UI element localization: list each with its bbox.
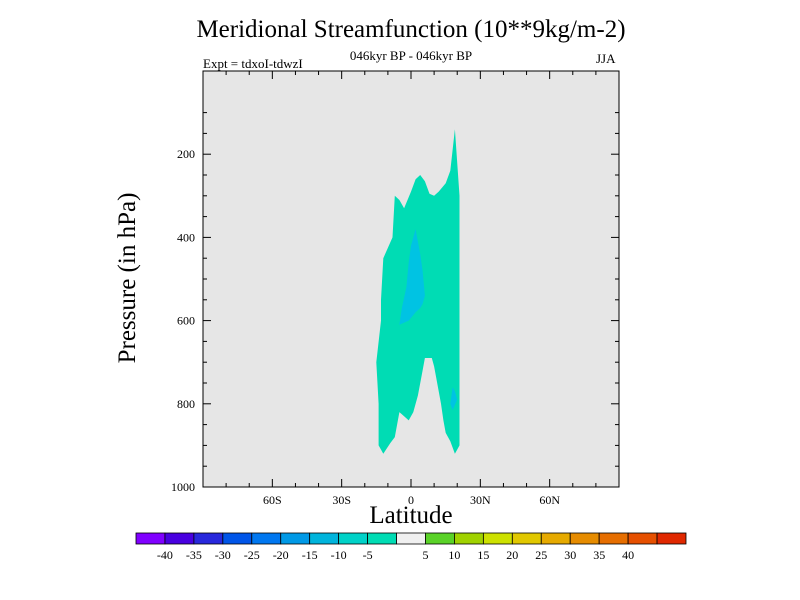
colorbar-label: -25 xyxy=(244,548,260,562)
contour-region-1 xyxy=(399,229,425,325)
colorbar-swatch xyxy=(396,532,426,545)
colorbar-label: -20 xyxy=(273,548,289,562)
colorbar-swatch xyxy=(569,532,600,545)
y-tick-label: 1000 xyxy=(171,480,195,494)
colorbar-label: 30 xyxy=(564,548,576,562)
contour-region-2 xyxy=(450,387,458,410)
colorbar-label: -35 xyxy=(186,548,202,562)
chart-title: Meridional Streamfunction (10**9kg/m-2) xyxy=(196,16,626,43)
colorbar-label: -15 xyxy=(302,548,318,562)
colorbar: -40 -35 -30 -25 -20 -15 -10 -5 5 10 15 20 25 30 35 40 xyxy=(135,532,687,562)
x-tick-label: 30N xyxy=(470,493,491,507)
colorbar-swatch xyxy=(135,532,166,545)
y-tick-label: 600 xyxy=(177,314,195,328)
colorbar-label: 10 xyxy=(448,548,460,562)
colorbar-swatch xyxy=(425,532,455,545)
colorbar-label: 25 xyxy=(535,548,547,562)
colorbar-label: 35 xyxy=(593,548,605,562)
x-axis-label: Latitude xyxy=(369,502,453,529)
season-label: JJA xyxy=(596,51,616,66)
experiment-label: Expt = tdxoI-tdwzI xyxy=(203,56,303,71)
chart-subtitle: 046kyr BP - 046kyr BP xyxy=(349,48,473,63)
y-tick-label: 400 xyxy=(177,230,195,244)
colorbar-swatch xyxy=(193,532,224,545)
colorbar-swatch xyxy=(164,532,195,545)
y-tick-label: 800 xyxy=(177,397,195,411)
colorbar-label: -30 xyxy=(215,548,231,562)
colorbar-swatch xyxy=(338,532,368,545)
colorbar-swatch xyxy=(598,532,629,545)
x-tick-label: 0 xyxy=(408,493,414,507)
colorbar-swatch xyxy=(511,532,542,545)
x-tick-label: 60N xyxy=(539,493,560,507)
axis-ticks: 60S 30S 0 30N 60N 200 400 600 800 1000 xyxy=(171,71,619,507)
colorbar-swatch xyxy=(280,532,311,545)
colorbar-label: 40 xyxy=(622,548,634,562)
colorbar-swatch xyxy=(251,532,282,545)
colorbar-swatch xyxy=(482,532,513,545)
colorbar-label: -10 xyxy=(331,548,347,562)
colorbar-swatch xyxy=(454,532,484,545)
colorbar-swatch xyxy=(627,532,658,545)
colorbar-swatch xyxy=(656,532,687,545)
colorbar-label: 20 xyxy=(506,548,518,562)
colorbar-swatch xyxy=(222,532,253,545)
colorbar-swatch xyxy=(309,532,340,545)
colorbar-swatch xyxy=(367,532,397,545)
contour-regions xyxy=(376,129,460,454)
x-tick-label: 60S xyxy=(263,493,282,507)
x-tick-label: 30S xyxy=(332,493,351,507)
colorbar-label: 5 xyxy=(423,548,429,562)
colorbar-swatch xyxy=(540,532,571,545)
colorbar-label: -40 xyxy=(157,548,173,562)
colorbar-label: 15 xyxy=(477,548,489,562)
y-tick-label: 200 xyxy=(177,147,195,161)
colorbar-label: -5 xyxy=(363,548,373,562)
